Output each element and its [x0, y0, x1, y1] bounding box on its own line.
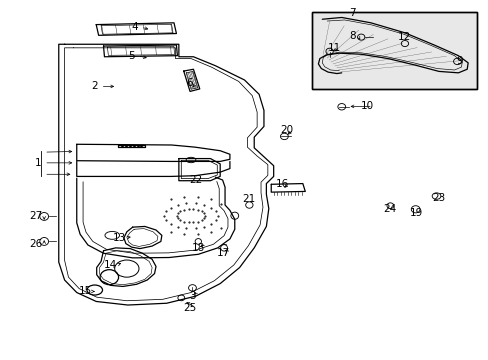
- Text: 19: 19: [409, 208, 423, 218]
- Text: 8: 8: [348, 31, 355, 41]
- Text: 13: 13: [113, 233, 126, 243]
- Text: 1: 1: [35, 158, 41, 168]
- Text: 4: 4: [132, 22, 138, 32]
- Text: 23: 23: [431, 193, 445, 203]
- Text: 14: 14: [104, 260, 117, 270]
- Text: 27: 27: [29, 211, 42, 221]
- Text: 9: 9: [455, 57, 462, 66]
- Text: 3: 3: [188, 291, 195, 301]
- Text: 7: 7: [348, 8, 355, 18]
- Text: 5: 5: [128, 51, 135, 61]
- Text: 15: 15: [78, 287, 91, 296]
- Bar: [311, 12, 476, 89]
- Text: 22: 22: [189, 175, 202, 185]
- Text: 21: 21: [242, 194, 255, 203]
- Text: 6: 6: [186, 78, 193, 88]
- Text: 12: 12: [397, 32, 410, 42]
- Text: 17: 17: [216, 248, 229, 258]
- Text: 24: 24: [383, 203, 396, 213]
- Text: 10: 10: [360, 102, 373, 111]
- Text: 16: 16: [275, 179, 288, 189]
- Bar: [311, 12, 476, 89]
- Text: 25: 25: [183, 302, 196, 312]
- Text: 20: 20: [280, 125, 293, 135]
- Text: 18: 18: [192, 243, 205, 253]
- Text: 11: 11: [327, 43, 340, 53]
- Text: 2: 2: [91, 81, 98, 91]
- Text: 26: 26: [29, 239, 42, 249]
